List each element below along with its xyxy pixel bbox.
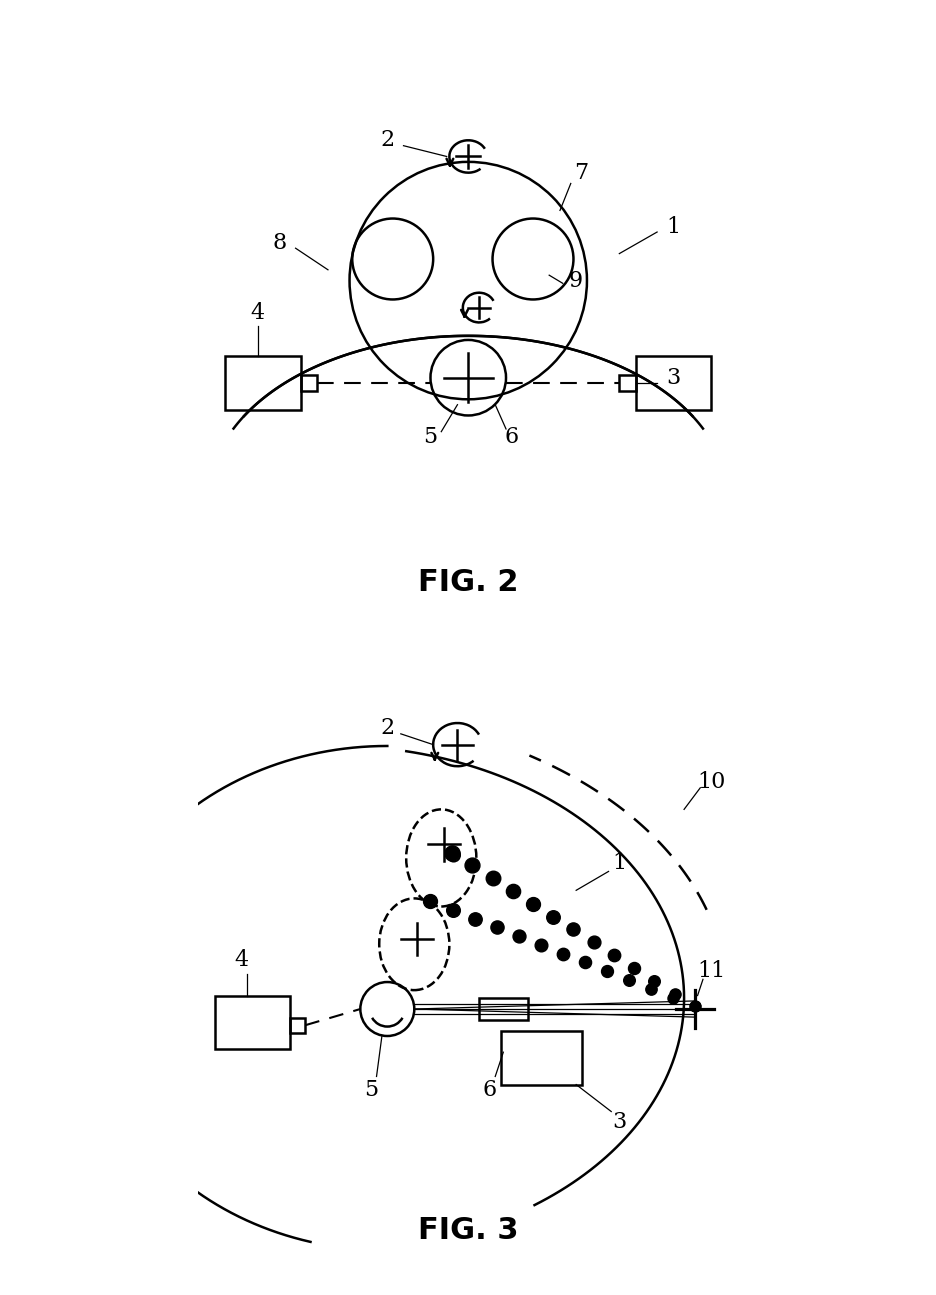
Point bbox=[445, 842, 460, 862]
Point bbox=[626, 957, 641, 978]
Point bbox=[599, 961, 614, 982]
Point bbox=[485, 868, 500, 888]
Text: 7: 7 bbox=[574, 162, 589, 184]
Point bbox=[586, 932, 601, 953]
Bar bbox=[479, 998, 527, 1020]
Point bbox=[525, 894, 540, 914]
Text: 3: 3 bbox=[612, 1111, 626, 1133]
Point bbox=[546, 906, 561, 927]
Bar bbox=[214, 996, 290, 1049]
Point bbox=[464, 855, 479, 875]
Bar bbox=[619, 376, 636, 391]
Point bbox=[489, 917, 504, 938]
Point bbox=[505, 881, 520, 901]
Text: 4: 4 bbox=[251, 302, 265, 324]
Text: FIG. 2: FIG. 2 bbox=[417, 569, 519, 597]
Point bbox=[647, 970, 662, 991]
Point bbox=[533, 935, 548, 956]
Text: 6: 6 bbox=[483, 1079, 497, 1101]
Text: 8: 8 bbox=[272, 232, 286, 254]
Point bbox=[577, 952, 592, 973]
Text: 5: 5 bbox=[423, 426, 437, 448]
Text: 9: 9 bbox=[569, 269, 583, 291]
Point bbox=[565, 919, 580, 940]
Point bbox=[687, 996, 702, 1017]
Text: FIG. 3: FIG. 3 bbox=[417, 1216, 519, 1244]
Text: 4: 4 bbox=[234, 949, 249, 971]
Bar bbox=[226, 356, 300, 411]
Bar bbox=[636, 356, 710, 411]
Text: 3: 3 bbox=[665, 366, 680, 388]
Text: 1: 1 bbox=[612, 852, 626, 874]
Point bbox=[423, 891, 438, 912]
Point bbox=[621, 970, 636, 991]
Point bbox=[511, 926, 526, 947]
Text: 1: 1 bbox=[665, 216, 680, 237]
Text: 11: 11 bbox=[696, 961, 724, 982]
Bar bbox=[300, 376, 317, 391]
Point bbox=[467, 908, 482, 929]
Point bbox=[687, 996, 702, 1017]
Text: 6: 6 bbox=[505, 426, 519, 448]
Text: 10: 10 bbox=[696, 772, 724, 794]
Text: 2: 2 bbox=[380, 717, 394, 739]
Point bbox=[445, 900, 460, 921]
Text: 5: 5 bbox=[364, 1079, 378, 1101]
Point bbox=[643, 979, 658, 1000]
Bar bbox=[290, 1018, 305, 1033]
Point bbox=[665, 987, 680, 1008]
Bar bbox=[501, 1031, 581, 1085]
Point bbox=[555, 943, 570, 963]
Text: 2: 2 bbox=[380, 130, 394, 152]
Point bbox=[666, 983, 681, 1004]
Point bbox=[607, 945, 622, 966]
